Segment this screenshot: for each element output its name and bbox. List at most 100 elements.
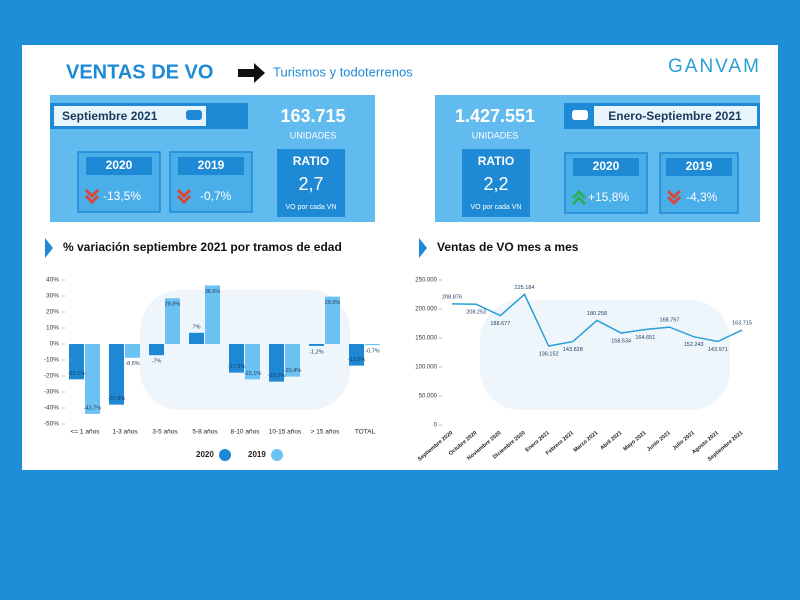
value-label: 188.677 — [490, 321, 510, 327]
bar — [285, 344, 300, 377]
ratio-note: VO por cada VN — [286, 204, 337, 211]
legend-label: 2020 — [196, 450, 214, 459]
value-label: -17,9% — [228, 364, 246, 370]
value-label: 208.253 — [466, 310, 486, 316]
y-tick-label: 0% — [50, 341, 60, 348]
bar — [269, 344, 284, 382]
value-label: 158.534 — [611, 339, 631, 345]
value-label: -7% — [152, 359, 162, 365]
year: 2020 — [106, 158, 133, 172]
car-icon — [572, 110, 588, 120]
x-tick-label: TOTAL — [355, 429, 376, 436]
year: 2019 — [198, 158, 225, 172]
value-label: -0,7% — [365, 349, 379, 355]
y-tick-label: -40% — [44, 405, 59, 412]
ratio-value: 2,7 — [298, 174, 323, 194]
value-label: -13,5% — [348, 357, 366, 363]
period-label: Septiembre 2021 — [62, 109, 158, 123]
value-label: 225.184 — [515, 285, 535, 291]
arrow-icon — [238, 63, 265, 83]
year: 2019 — [686, 159, 713, 173]
value-label: 164.651 — [635, 335, 655, 341]
ratio-box — [277, 149, 345, 217]
value-label: -8,6% — [125, 361, 139, 367]
car-icon — [186, 110, 202, 120]
value-label: 163.715 — [732, 320, 752, 326]
chart-title: % variación septiembre 2021 por tramos d… — [63, 240, 342, 254]
bar — [149, 344, 164, 356]
comparison-box: 2019 -0,7% — [169, 151, 253, 213]
y-tick-label: 150.000 — [415, 336, 437, 342]
ratio-box — [462, 149, 530, 217]
comparison-box: 2020 -13,5% — [77, 151, 161, 213]
period-box — [54, 106, 206, 126]
bar — [325, 296, 340, 344]
value-label: 208.876 — [442, 294, 462, 300]
y-tick-label: -20% — [44, 373, 59, 380]
y-tick-label: 20% — [46, 309, 59, 316]
value-label: 7% — [193, 324, 201, 330]
ratio-value: 2,2 — [483, 174, 508, 194]
value-label: 29,6% — [325, 300, 341, 306]
ratio-note: VO por cada VN — [471, 204, 522, 211]
title: VENTAS DE VO — [66, 61, 213, 83]
x-tick-label: 8-10 años — [231, 429, 261, 436]
chart-title: Ventas de VO mes a mes — [437, 240, 579, 254]
year: 2020 — [593, 159, 620, 173]
x-tick-label: 5-8 años — [192, 429, 218, 436]
value-label: -37,9% — [108, 396, 126, 402]
x-tick-label: > 15 años — [311, 429, 340, 436]
y-tick-label: -50% — [44, 421, 59, 428]
value-label: -22,1% — [68, 371, 86, 377]
legend-swatch — [271, 449, 283, 461]
value-label: 168.797 — [660, 318, 680, 324]
value-label: 152.243 — [684, 342, 704, 348]
y-tick-label: 0 — [434, 423, 438, 429]
comparison-box: 2019 -4,3% — [659, 152, 739, 214]
x-tick-label: <= 1 años — [71, 429, 101, 436]
bar — [189, 332, 204, 344]
bar — [365, 344, 380, 346]
legend-swatch — [219, 449, 231, 461]
bar — [69, 344, 84, 380]
bar — [229, 344, 244, 373]
ratio-label: RATIO — [478, 154, 514, 168]
value-label: -20,4% — [284, 368, 302, 374]
value-label: 136.152 — [539, 351, 559, 357]
comparison-box: 2020 +15,8% — [564, 152, 648, 214]
y-tick-label: -30% — [44, 389, 59, 396]
y-tick-label: 200.000 — [415, 307, 437, 313]
line — [451, 293, 743, 347]
bar — [309, 344, 324, 346]
units-label: UNIDADES — [472, 130, 519, 140]
period-label: Enero-Septiembre 2021 — [608, 109, 742, 123]
title-icon — [45, 238, 53, 258]
bar — [245, 344, 260, 380]
change: -13,5% — [103, 189, 141, 203]
bar — [349, 344, 364, 366]
bar — [85, 344, 100, 414]
bar — [165, 298, 180, 344]
period-box — [594, 106, 757, 126]
units-label: UNIDADES — [290, 130, 337, 140]
y-tick-label: 50.000 — [419, 394, 438, 400]
x-tick-label: 10-15 años — [269, 429, 302, 436]
value-label: 180.258 — [587, 311, 607, 317]
y-tick-label: 40% — [46, 277, 59, 284]
value-label: -23,5% — [268, 373, 286, 379]
x-tick-label: 3-5 años — [152, 429, 178, 436]
value-label: 143.828 — [563, 347, 583, 353]
change: +15,8% — [588, 190, 629, 204]
y-tick-label: 30% — [46, 293, 59, 300]
y-tick-label: 10% — [46, 325, 59, 332]
bar — [205, 285, 220, 344]
value-label: -43,7% — [84, 405, 102, 411]
ratio-label: RATIO — [293, 154, 329, 168]
units-value: 1.427.551 — [455, 106, 535, 126]
value-label: 36,6% — [205, 289, 221, 295]
y-tick-label: 100.000 — [415, 365, 437, 371]
value-label: -22,1% — [244, 371, 262, 377]
value-label: 28,6% — [165, 302, 181, 308]
